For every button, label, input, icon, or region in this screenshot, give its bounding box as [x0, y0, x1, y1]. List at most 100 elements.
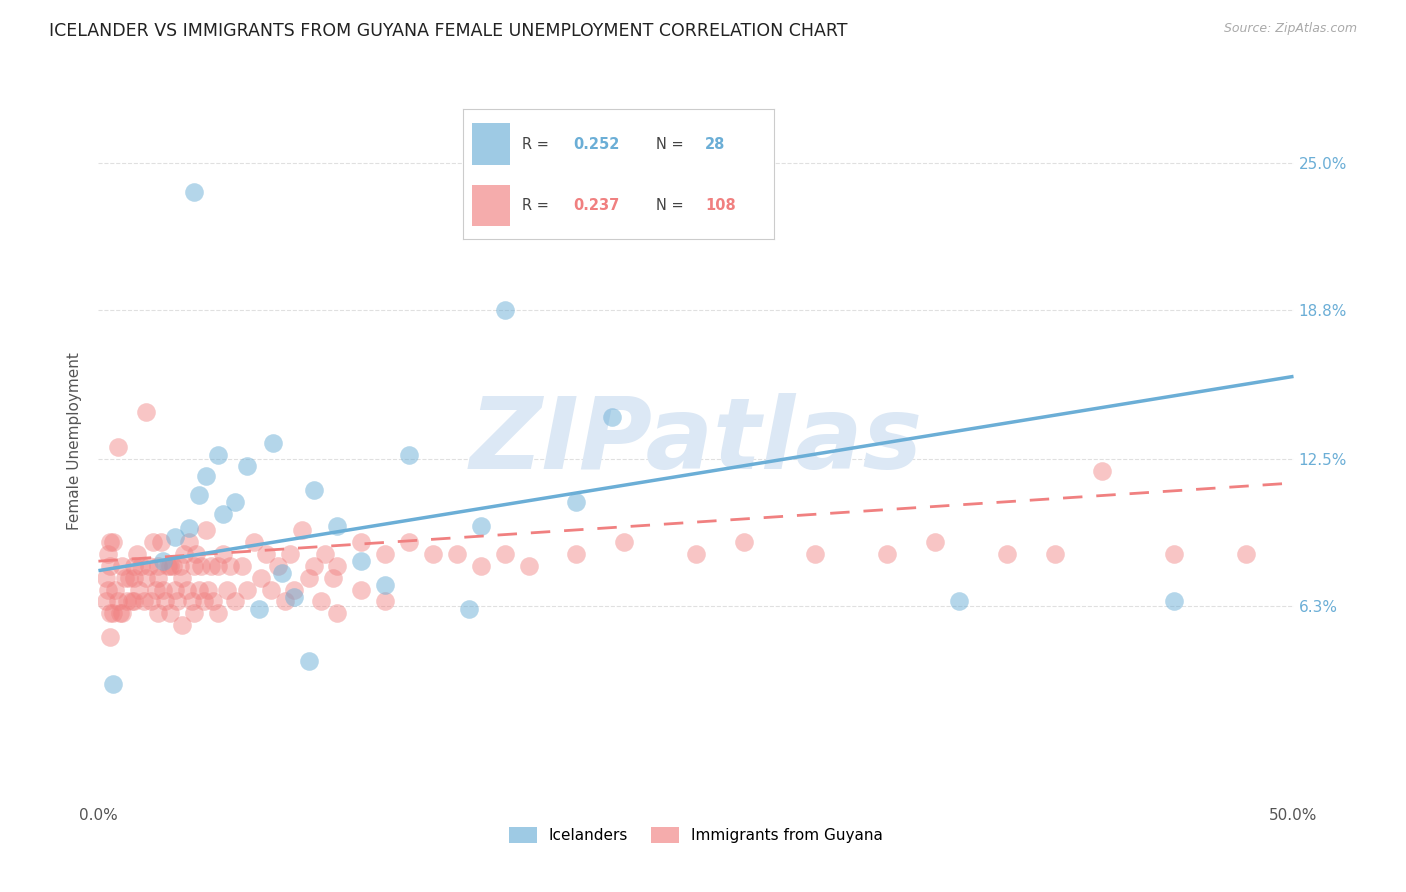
Point: [207, 558, 229, 573]
Point: [159, 607, 181, 621]
Point: [152, 554, 174, 568]
Point: [197, 582, 219, 597]
Point: [155, 594, 177, 608]
Point: [183, 558, 205, 573]
Point: [195, 469, 218, 483]
Point: [283, 590, 305, 604]
Point: [166, 594, 188, 608]
Point: [565, 495, 588, 509]
Point: [565, 547, 588, 561]
Point: [924, 535, 946, 549]
Point: [494, 547, 516, 561]
Point: [183, 607, 205, 621]
Point: [128, 582, 150, 597]
Point: [156, 558, 179, 573]
Legend: Icelanders, Immigrants from Guyana: Icelanders, Immigrants from Guyana: [503, 822, 889, 849]
Point: [121, 594, 143, 608]
Point: [111, 607, 134, 621]
Point: [139, 594, 162, 608]
Point: [179, 535, 201, 549]
Point: [138, 558, 160, 573]
Point: [94, 594, 117, 608]
Point: [149, 535, 172, 549]
Point: [124, 558, 146, 573]
Point: [94, 571, 117, 585]
Point: [250, 571, 273, 585]
Point: [115, 594, 138, 608]
Point: [398, 535, 420, 549]
Point: [148, 558, 170, 573]
Point: [172, 571, 194, 585]
Point: [132, 594, 155, 608]
Point: [1234, 547, 1257, 561]
Point: [183, 185, 205, 199]
Text: ZIPatlas: ZIPatlas: [470, 393, 922, 490]
Point: [876, 547, 898, 561]
Point: [224, 495, 246, 509]
Point: [374, 594, 396, 608]
Point: [283, 582, 305, 597]
Point: [152, 582, 174, 597]
Point: [131, 558, 153, 573]
Point: [267, 558, 290, 573]
Point: [193, 594, 215, 608]
Point: [108, 607, 131, 621]
Point: [326, 558, 349, 573]
Point: [148, 607, 170, 621]
Point: [350, 535, 373, 549]
Point: [1163, 547, 1185, 561]
Point: [243, 535, 266, 549]
Point: [217, 582, 239, 597]
Point: [291, 524, 314, 538]
Point: [200, 558, 222, 573]
Point: [98, 630, 122, 644]
Point: [101, 677, 124, 691]
Point: [494, 303, 516, 318]
Point: [470, 518, 492, 533]
Point: [254, 547, 277, 561]
Point: [148, 571, 170, 585]
Point: [145, 582, 167, 597]
Point: [613, 535, 636, 549]
Point: [322, 571, 344, 585]
Point: [190, 558, 212, 573]
Point: [211, 547, 233, 561]
Point: [685, 547, 707, 561]
Point: [733, 535, 755, 549]
Point: [224, 594, 246, 608]
Point: [97, 547, 120, 561]
Point: [374, 547, 396, 561]
Point: [315, 547, 337, 561]
Point: [350, 582, 373, 597]
Point: [235, 582, 257, 597]
Point: [104, 582, 127, 597]
Point: [804, 547, 827, 561]
Point: [948, 594, 970, 608]
Point: [118, 571, 141, 585]
Point: [458, 601, 481, 615]
Point: [107, 441, 129, 455]
Point: [114, 571, 136, 585]
Point: [186, 547, 208, 561]
Point: [302, 558, 325, 573]
Point: [1043, 547, 1066, 561]
Point: [125, 547, 148, 561]
Point: [195, 524, 218, 538]
Point: [142, 535, 165, 549]
Point: [235, 459, 257, 474]
Text: Source: ZipAtlas.com: Source: ZipAtlas.com: [1223, 22, 1357, 36]
Point: [995, 547, 1018, 561]
Point: [98, 558, 122, 573]
Point: [162, 558, 184, 573]
Point: [176, 582, 198, 597]
Point: [298, 654, 321, 668]
Point: [101, 607, 124, 621]
Point: [202, 594, 225, 608]
Point: [1163, 594, 1185, 608]
Point: [278, 547, 301, 561]
Point: [271, 566, 294, 580]
Point: [446, 547, 468, 561]
Point: [309, 594, 332, 608]
Point: [135, 405, 157, 419]
Point: [135, 571, 157, 585]
